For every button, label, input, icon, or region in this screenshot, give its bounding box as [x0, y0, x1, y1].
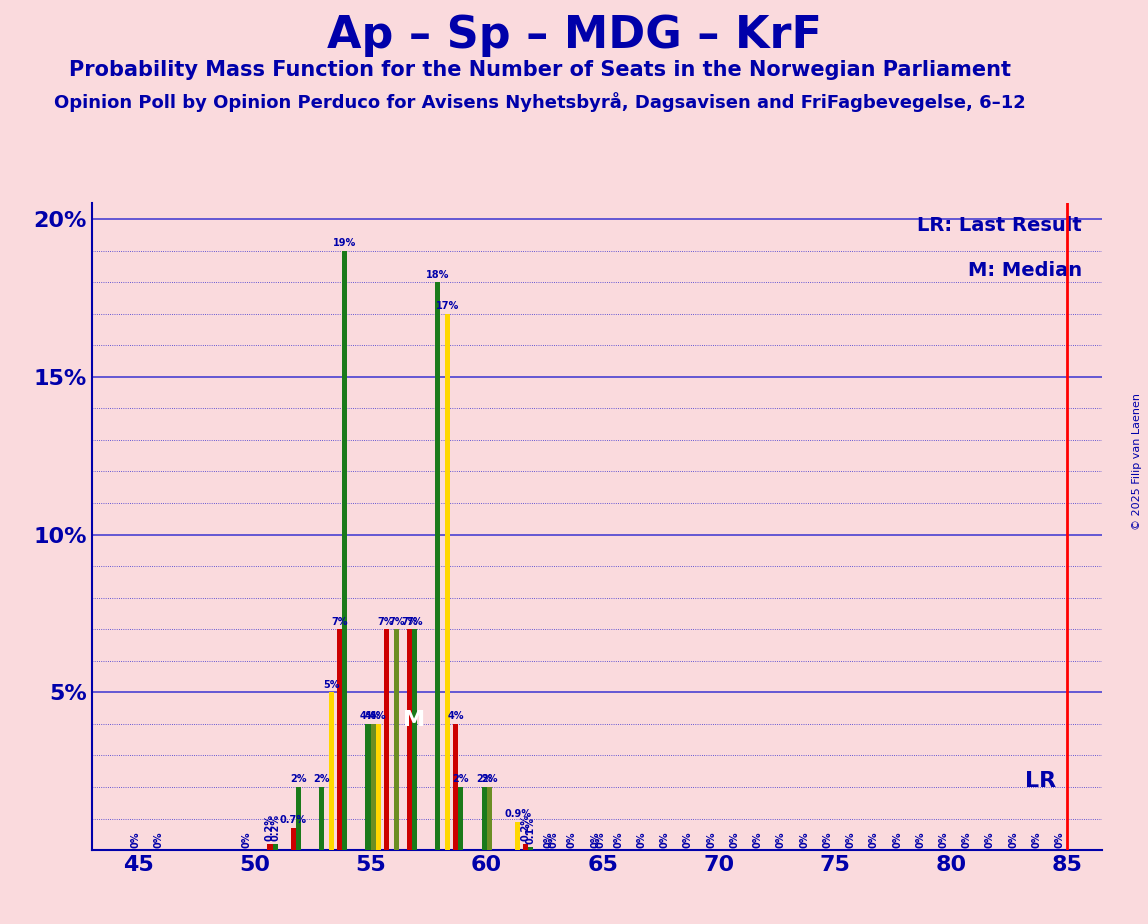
Bar: [375, 723, 381, 850]
Text: 7%: 7%: [401, 616, 418, 626]
Text: 7%: 7%: [378, 616, 394, 626]
Bar: [338, 629, 342, 850]
Text: 0%: 0%: [131, 831, 141, 847]
Text: 0%: 0%: [660, 831, 669, 847]
Text: 0%: 0%: [869, 831, 878, 847]
Text: 0%: 0%: [1055, 831, 1064, 847]
Text: 7%: 7%: [406, 616, 422, 626]
Text: 2%: 2%: [452, 774, 470, 784]
Text: LR: LR: [1024, 771, 1056, 791]
Bar: [296, 787, 301, 850]
Text: 0.2%: 0.2%: [520, 814, 530, 841]
Text: 0%: 0%: [753, 831, 762, 847]
Bar: [383, 629, 389, 850]
Text: 0%: 0%: [985, 831, 995, 847]
Bar: [481, 787, 487, 850]
Text: 0%: 0%: [590, 831, 600, 847]
Bar: [435, 282, 440, 850]
Text: 19%: 19%: [333, 238, 356, 248]
Bar: [267, 844, 272, 850]
Text: 0%: 0%: [544, 831, 553, 847]
Text: 4%: 4%: [359, 711, 377, 722]
Bar: [522, 844, 528, 850]
Bar: [515, 821, 520, 850]
Text: 0%: 0%: [892, 831, 902, 847]
Text: 0.2%: 0.2%: [270, 814, 280, 841]
Text: 4%: 4%: [448, 711, 464, 722]
Bar: [394, 629, 398, 850]
Bar: [487, 787, 491, 850]
Text: 0%: 0%: [776, 831, 786, 847]
Text: 2%: 2%: [475, 774, 492, 784]
Text: 0%: 0%: [154, 831, 164, 847]
Bar: [272, 844, 278, 850]
Bar: [342, 250, 348, 850]
Text: 0%: 0%: [242, 831, 251, 847]
Bar: [458, 787, 464, 850]
Text: M: Median: M: Median: [968, 261, 1081, 281]
Text: 0%: 0%: [1008, 831, 1018, 847]
Text: 2%: 2%: [481, 774, 497, 784]
Text: 0%: 0%: [613, 831, 623, 847]
Bar: [319, 787, 324, 850]
Text: 0%: 0%: [1031, 831, 1041, 847]
Text: 0%: 0%: [915, 831, 925, 847]
Bar: [406, 629, 412, 850]
Bar: [290, 828, 296, 850]
Text: 0.9%: 0.9%: [504, 809, 532, 820]
Bar: [453, 723, 458, 850]
Text: 0.7%: 0.7%: [280, 816, 307, 825]
Text: 0%: 0%: [846, 831, 855, 847]
Text: © 2025 Filip van Laenen: © 2025 Filip van Laenen: [1132, 394, 1142, 530]
Text: 2%: 2%: [313, 774, 329, 784]
Bar: [329, 692, 334, 850]
Text: 7%: 7%: [332, 616, 348, 626]
Text: LR: Last Result: LR: Last Result: [917, 216, 1081, 236]
Text: M: M: [403, 711, 426, 730]
Text: 0%: 0%: [636, 831, 646, 847]
Bar: [528, 847, 533, 850]
Text: 17%: 17%: [436, 301, 459, 311]
Text: Opinion Poll by Opinion Perduco for Avisens Nyhetsbyrå, Dagsavisen and FriFagbev: Opinion Poll by Opinion Perduco for Avis…: [54, 92, 1025, 113]
Text: 0.2%: 0.2%: [265, 814, 276, 841]
Text: 0%: 0%: [729, 831, 739, 847]
Text: 0%: 0%: [799, 831, 809, 847]
Text: 0%: 0%: [706, 831, 716, 847]
Text: 0%: 0%: [549, 831, 559, 847]
Text: 4%: 4%: [365, 711, 381, 722]
Text: 0%: 0%: [683, 831, 693, 847]
Text: 0%: 0%: [822, 831, 832, 847]
Text: 5%: 5%: [324, 680, 340, 690]
Text: 4%: 4%: [370, 711, 387, 722]
Text: 2%: 2%: [290, 774, 307, 784]
Bar: [365, 723, 371, 850]
Bar: [371, 723, 375, 850]
Text: 0%: 0%: [938, 831, 948, 847]
Text: 0%: 0%: [567, 831, 577, 847]
Text: 0%: 0%: [962, 831, 971, 847]
Text: 7%: 7%: [388, 616, 404, 626]
Text: 0%: 0%: [595, 831, 605, 847]
Text: 0.1%: 0.1%: [526, 818, 535, 845]
Text: Probability Mass Function for the Number of Seats in the Norwegian Parliament: Probability Mass Function for the Number…: [69, 60, 1010, 80]
Text: Ap – Sp – MDG – KrF: Ap – Sp – MDG – KrF: [326, 14, 822, 57]
Text: 18%: 18%: [426, 270, 449, 280]
Bar: [412, 629, 417, 850]
Bar: [445, 314, 450, 850]
